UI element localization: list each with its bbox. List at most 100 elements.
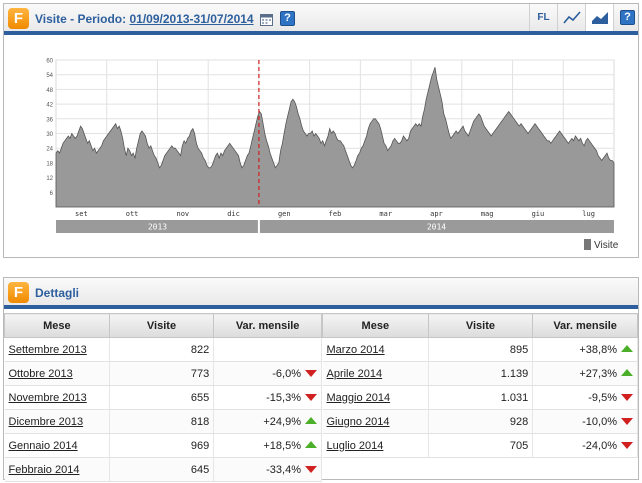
help-icon: ? — [620, 10, 635, 25]
monthly-change-cell: +18,5% — [213, 433, 322, 458]
arrow-up-icon — [621, 345, 633, 352]
monthly-change-cell: -33,4% — [213, 457, 322, 482]
month-link[interactable]: Luglio 2014 — [326, 439, 384, 452]
month-link[interactable]: Giugno 2014 — [326, 415, 390, 428]
details-table-right: Mese Visite Var. mensile Marzo 2014 895 +3… — [322, 313, 638, 458]
arrow-down-icon — [305, 394, 317, 401]
chart-title: Visite - Periodo: 01/09/2013-31/07/2014 — [35, 12, 254, 26]
monthly-change-cell: +38,8% — [532, 337, 638, 362]
monthly-change-value: -33,4% — [266, 463, 301, 476]
month-cell: Maggio 2014 — [322, 385, 429, 410]
arrow-down-icon — [621, 394, 633, 401]
month-link[interactable]: Febbraio 2014 — [8, 463, 80, 476]
table-row: Marzo 2014 895 +38,8% — [322, 337, 638, 362]
month-label: dic — [227, 210, 240, 218]
line-chart-button[interactable] — [557, 4, 585, 31]
column-header-mese[interactable]: Mese — [4, 313, 110, 338]
month-cell: Ottobre 2013 — [4, 361, 110, 386]
calendar-icon[interactable] — [260, 13, 273, 26]
monthly-change-value: -6,0% — [272, 367, 301, 380]
table-row: Novembre 2013 655 -15,3% — [4, 385, 322, 410]
details-panel-header: F Dettagli — [4, 278, 638, 309]
arrow-down-icon — [621, 442, 633, 449]
visits-cell: 969 — [109, 433, 215, 458]
y-tick-label: 48 — [46, 88, 53, 94]
visits-area-series — [55, 67, 615, 208]
month-cell: Dicembre 2013 — [4, 409, 110, 434]
column-header-var-mensile[interactable]: Var. mensile — [213, 313, 322, 338]
monthly-change-cell: -24,0% — [532, 433, 638, 458]
area-chart-icon — [592, 12, 608, 24]
monthly-change-value: -15,3% — [266, 391, 301, 404]
table-row: Febbraio 2014 645 -33,4% — [4, 457, 322, 482]
month-link[interactable]: Novembre 2013 — [8, 391, 87, 404]
monthly-change-value: +24,9% — [263, 415, 301, 428]
month-link[interactable]: Marzo 2014 — [326, 343, 385, 356]
month-link[interactable]: Gennaio 2014 — [8, 439, 78, 452]
table-row: Dicembre 2013 818 +24,9% — [4, 409, 322, 434]
arrow-down-icon — [305, 466, 317, 473]
help-button[interactable]: ? — [613, 4, 641, 31]
year-bar-2014 — [259, 220, 614, 233]
monthly-change-value: +38,8% — [579, 343, 617, 356]
y-tick-label: 42 — [46, 103, 53, 109]
y-tick-label: 54 — [46, 73, 53, 79]
visits-cell: 645 — [109, 457, 215, 482]
visits-area-chart: 6 12 18 24 30 36 42 48 54 60 set ott nov dic gen feb mar… — [46, 59, 619, 252]
details-panel: F Dettagli Mese Visite Var. mensile Sett… — [3, 277, 639, 482]
help-icon[interactable]: ? — [280, 11, 295, 26]
month-label: gen — [278, 210, 291, 218]
legend-label: Visite — [594, 240, 619, 251]
month-cell: Febbraio 2014 — [4, 457, 110, 482]
visits-cell: 655 — [109, 385, 215, 410]
table-row: Ottobre 2013 773 -6,0% — [4, 361, 322, 386]
monthly-change-cell: -15,3% — [213, 385, 322, 410]
column-header-var-mensile[interactable]: Var. mensile — [532, 313, 638, 338]
monthly-change-value: -10,0% — [582, 415, 617, 428]
table-row: Giugno 2014 928 -10,0% — [322, 409, 638, 434]
monthly-change-cell: -10,0% — [532, 409, 638, 434]
month-link[interactable]: Maggio 2014 — [326, 391, 391, 404]
month-label: lug — [582, 210, 595, 218]
app-logo: F — [8, 8, 29, 29]
month-cell: Novembre 2013 — [4, 385, 110, 410]
column-header-visite[interactable]: Visite — [427, 313, 534, 338]
visits-cell: 822 — [109, 337, 215, 362]
month-link[interactable]: Aprile 2014 — [326, 367, 383, 380]
monthly-change-cell: +27,3% — [532, 361, 638, 386]
fl-button[interactable]: FL — [529, 4, 557, 31]
chart-panel-header: F Visite - Periodo: 01/09/2013-31/07/201… — [4, 4, 638, 35]
arrow-down-icon — [621, 418, 633, 425]
table-header-row: Mese Visite Var. mensile — [4, 313, 322, 338]
month-link[interactable]: Settembre 2013 — [8, 343, 87, 356]
column-header-visite[interactable]: Visite — [108, 313, 215, 338]
column-header-mese[interactable]: Mese — [322, 313, 429, 338]
monthly-change-value: +18,5% — [263, 439, 301, 452]
month-link[interactable]: Dicembre 2013 — [8, 415, 84, 428]
monthly-change-value: -9,5% — [588, 391, 617, 404]
visits-cell: 818 — [109, 409, 215, 434]
table-row: Settembre 2013 822 — [4, 337, 322, 362]
arrow-up-icon — [305, 441, 317, 448]
visits-cell: 895 — [428, 337, 534, 362]
month-cell: Giugno 2014 — [322, 409, 429, 434]
visits-cell: 1.139 — [428, 361, 534, 386]
details-title: Dettagli — [35, 286, 80, 300]
month-label: set — [75, 210, 88, 218]
month-link[interactable]: Ottobre 2013 — [8, 367, 73, 380]
month-label: feb — [329, 210, 342, 218]
table-row: Aprile 2014 1.139 +27,3% — [322, 361, 638, 386]
month-label: ott — [126, 210, 139, 218]
table-row: Luglio 2014 705 -24,0% — [322, 433, 638, 458]
month-cell: Marzo 2014 — [322, 337, 429, 362]
monthly-change-value: -24,0% — [582, 439, 617, 452]
area-chart-button[interactable] — [585, 4, 613, 31]
month-cell: Settembre 2013 — [4, 337, 110, 362]
details-table-left: Mese Visite Var. mensile Settembre 2013 8… — [4, 313, 322, 482]
period-link[interactable]: 01/09/2013-31/07/2014 — [129, 12, 254, 26]
visits-chart-panel: F Visite - Periodo: 01/09/2013-31/07/201… — [3, 3, 639, 258]
arrow-up-icon — [621, 369, 633, 376]
monthly-change-cell — [213, 337, 322, 362]
line-chart-icon — [563, 11, 581, 24]
y-tick-label: 12 — [46, 176, 53, 182]
